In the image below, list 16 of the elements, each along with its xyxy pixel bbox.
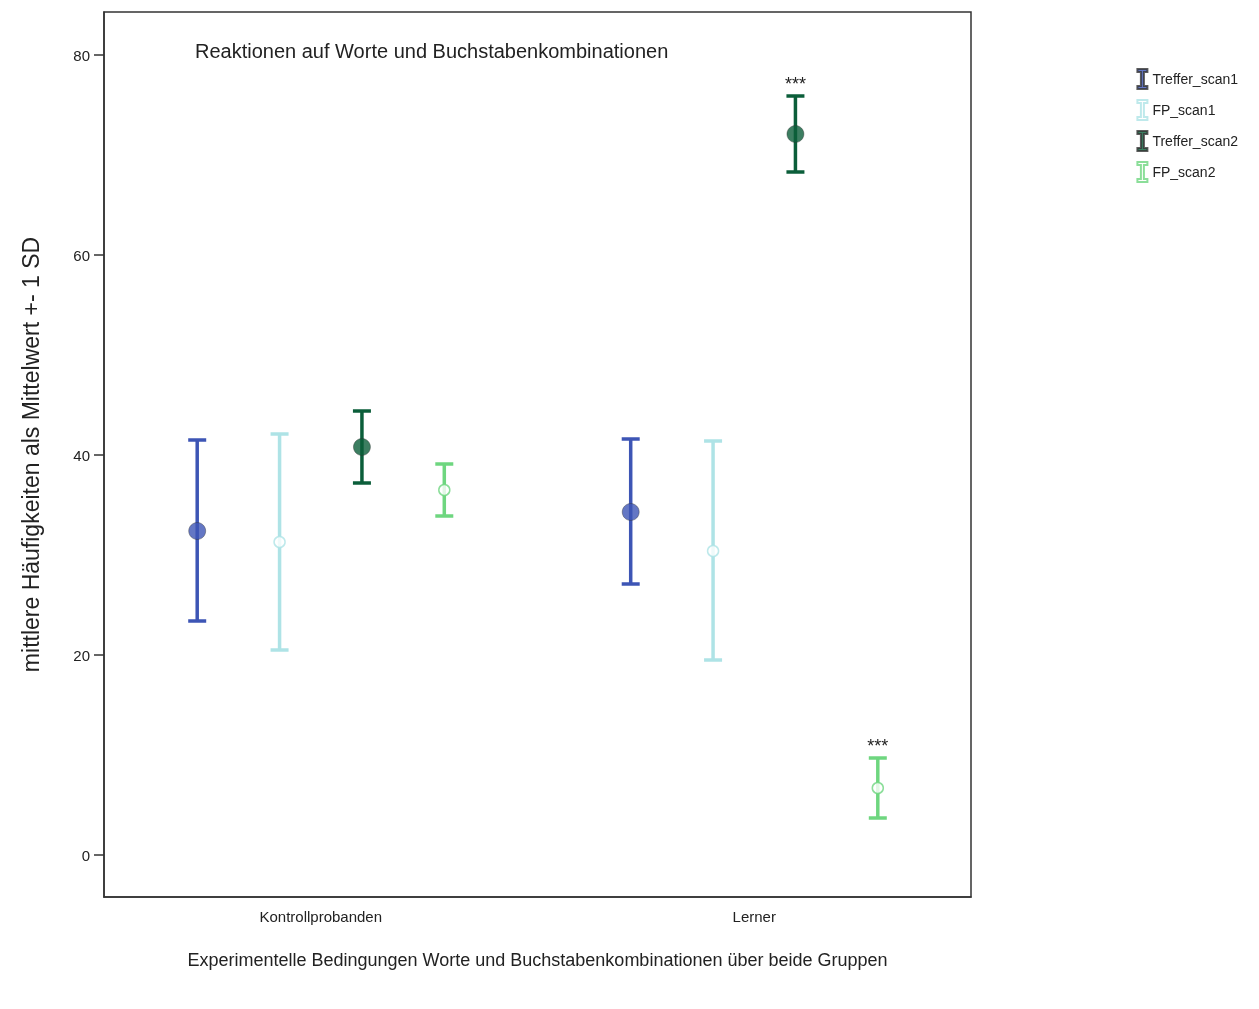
x-tick-label: Lerner xyxy=(732,908,776,925)
y-tick-label: 40 xyxy=(73,446,90,464)
legend-label: Treffer_scan2 xyxy=(1152,133,1239,149)
legend-label: Treffer_scan1 xyxy=(1152,71,1239,87)
x-tick-label: Kontrollprobanden xyxy=(259,908,383,925)
y-tick-label: 60 xyxy=(73,246,90,264)
legend-label: FP_scan2 xyxy=(1152,164,1216,180)
y-tick-label: 0 xyxy=(81,846,90,864)
legend-label: FP_scan1 xyxy=(1152,102,1216,118)
y-axis-title: mittlere Häufigkeiten als Mittelwert +- 1 SD xyxy=(17,236,44,673)
text: Reaktionen auf Worte und Buchstabenkombinationen xyxy=(195,40,669,62)
x-axis-title: Experimentelle Bedingungen Worte und Buchstabenkombinationen über beide Gruppen xyxy=(187,950,888,970)
annotation: *** xyxy=(867,736,889,756)
y-tick-label: 20 xyxy=(73,646,90,664)
annotation: *** xyxy=(784,74,806,94)
y-tick-label: 80 xyxy=(73,46,90,64)
